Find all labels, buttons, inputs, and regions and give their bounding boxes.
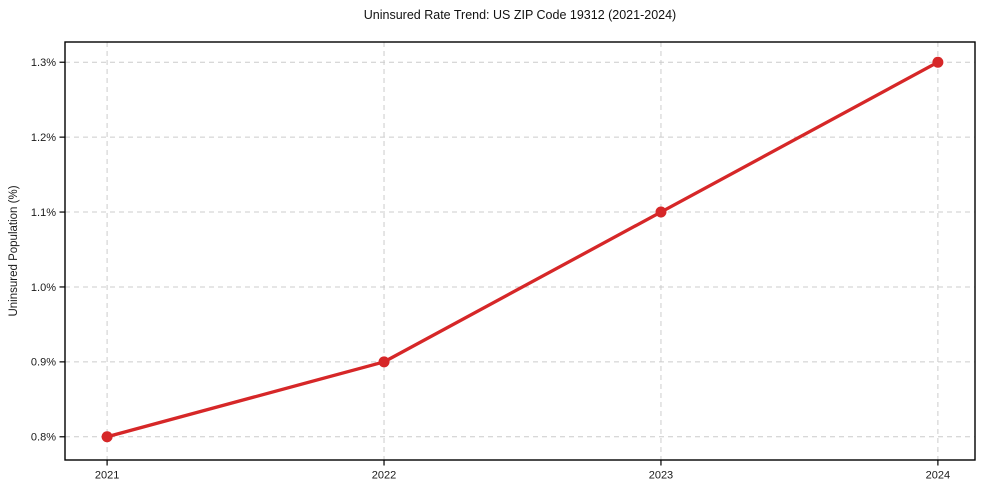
plot-border bbox=[64, 41, 976, 461]
y-tick-label: 0.9% bbox=[31, 357, 56, 369]
x-tick-label: 2022 bbox=[372, 470, 396, 482]
y-tick-label: 1.1% bbox=[31, 207, 56, 219]
data-point-marker bbox=[378, 356, 390, 368]
y-tick-label: 1.0% bbox=[31, 282, 56, 294]
trend-line bbox=[105, 60, 940, 439]
data-point-marker bbox=[655, 206, 667, 218]
y-tick-label: 1.2% bbox=[31, 132, 56, 144]
x-tick-label: 2021 bbox=[95, 470, 119, 482]
x-tick-label: 2023 bbox=[649, 470, 673, 482]
data-point-marker bbox=[932, 56, 944, 68]
x-tick-label: 2024 bbox=[926, 470, 950, 482]
y-tick-label: 1.3% bbox=[31, 57, 56, 69]
data-point-marker bbox=[101, 431, 113, 443]
y-tick-label: 0.8% bbox=[31, 432, 56, 444]
chart-title: Uninsured Rate Trend: US ZIP Code 19312 … bbox=[363, 8, 677, 22]
